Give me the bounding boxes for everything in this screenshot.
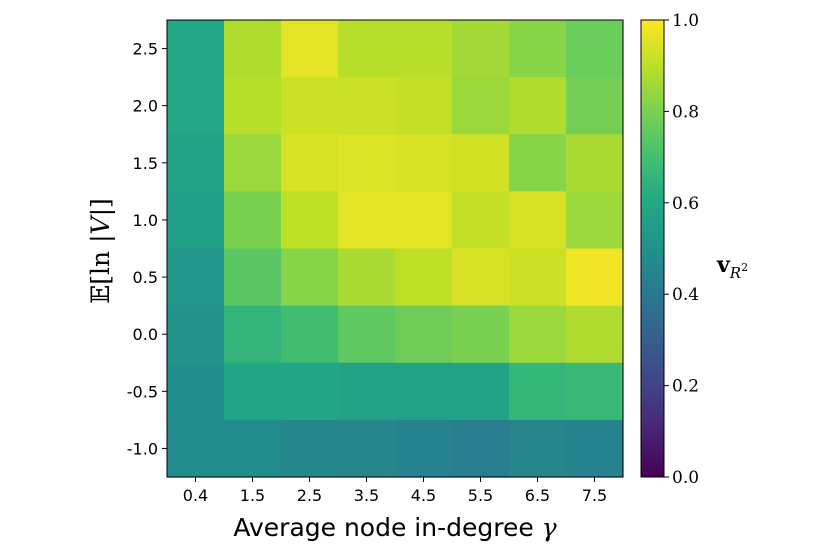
heatmap-cell [338,305,396,364]
y-tick-label: 2.0 [133,97,158,116]
colorbar-tick-label: 0.2 [672,377,699,397]
x-tick-label: 0.4 [183,486,208,505]
heatmap-axes: 0.4 1.5 2.5 3.5 4.5 5.5 6.5 7.5 2.5 2.0 1.5 1.0 0.5 0… [127,19,624,505]
heatmap-cell [281,191,339,250]
heatmap-cell [509,77,567,135]
x-tick-label: 2.5 [297,486,322,505]
x-tick-label: 6.5 [525,486,550,505]
heatmap-cell [566,305,624,364]
heatmap-cell [281,305,339,364]
heatmap-cell [338,77,396,135]
colorbar-tick-label: 0.0 [672,468,699,488]
heatmap-cell [338,248,396,307]
y-tick-label: 0.5 [133,268,158,287]
colorbar-tick-label: 1.0 [672,11,699,31]
y-tick-label: 1.0 [133,211,158,230]
y-tick-label: -1.0 [127,439,158,458]
colorbar-axis: 0.0 0.2 0.4 0.6 0.8 1.0 [664,11,699,488]
heatmap-cell [509,191,567,250]
x-tick-label: 1.5 [240,486,265,505]
heatmap-cell [452,191,510,250]
heatmap-cell [395,248,453,307]
heatmap-cell [338,191,396,250]
heatmap-cell [395,77,453,135]
heatmap-cell [452,248,510,307]
heatmap-cell [224,248,282,307]
heatmap-cell [452,134,510,192]
heatmap-cell [167,419,225,478]
heatmap-cell [395,362,453,421]
heatmap-cell [338,134,396,192]
heatmap-cell [566,77,624,135]
heatmap-cell [167,362,225,421]
heatmap-cell [509,134,567,192]
heatmap-cell [224,134,282,192]
heatmap-cell [566,20,624,78]
heatmap-cell [452,20,510,78]
colorbar-tick-label: 0.8 [672,102,699,122]
heatmap-cell [566,362,624,421]
heatmap-cell [224,419,282,478]
heatmap-cell [167,248,225,307]
colorbar-tick-label: 0.6 [672,194,699,214]
heatmap-cell [395,134,453,192]
heatmap-cell [224,191,282,250]
heatmap-cell [281,362,339,421]
colorbar-label: vR2 [716,252,748,282]
y-axis-label: 𝔼[ln |V|] [86,198,116,304]
heatmap-cell [167,305,225,364]
y-tick-label: -0.5 [127,382,158,401]
heatmap-cell [224,20,282,78]
colorbar [640,19,665,478]
heatmap-cell [566,134,624,192]
x-tick-label: 3.5 [354,486,379,505]
y-tick-label: 2.5 [133,40,158,59]
heatmap-cell [509,248,567,307]
heatmap-cell [566,248,624,307]
heatmap-cell [167,77,225,135]
heatmap-cell [281,419,339,478]
x-tick-label: 5.5 [468,486,493,505]
heatmap-cell [281,20,339,78]
heatmap-cell [509,419,567,478]
heatmap-cell [395,20,453,78]
heatmap-cell [167,134,225,192]
y-tick-label: 1.5 [133,154,158,173]
colorbar-tick-label: 0.4 [672,285,699,305]
heatmap-cell [509,20,567,78]
heatmap-cell [281,134,339,192]
heatmap-cell [224,305,282,364]
heatmap-cell [452,305,510,364]
heatmap-cell [566,419,624,478]
plot-frame [166,19,624,478]
heatmap-cell [224,77,282,135]
heatmap-cell [281,248,339,307]
heatmap-cell [338,419,396,478]
heatmap-cell [167,191,225,250]
x-tick-label: 4.5 [411,486,436,505]
heatmap-cell [224,362,282,421]
heatmap-cell [167,20,225,78]
heatmap-cell [395,191,453,250]
heatmap-cell [509,362,567,421]
heatmap-cell [452,362,510,421]
heatmap-cell [338,20,396,78]
heatmap-cell [452,419,510,478]
heatmap-cell [509,305,567,364]
x-axis-label: Average node in-degree γ [233,513,556,542]
heatmap-cell [338,362,396,421]
x-tick-label: 7.5 [582,486,607,505]
heatmap-cell [566,191,624,250]
heatmap-cells [167,20,624,478]
heatmap-cell [452,77,510,135]
heatmap-cell [395,419,453,478]
heatmap-cell [281,77,339,135]
y-tick-label: 0.0 [133,325,158,344]
heatmap-cell [395,305,453,364]
